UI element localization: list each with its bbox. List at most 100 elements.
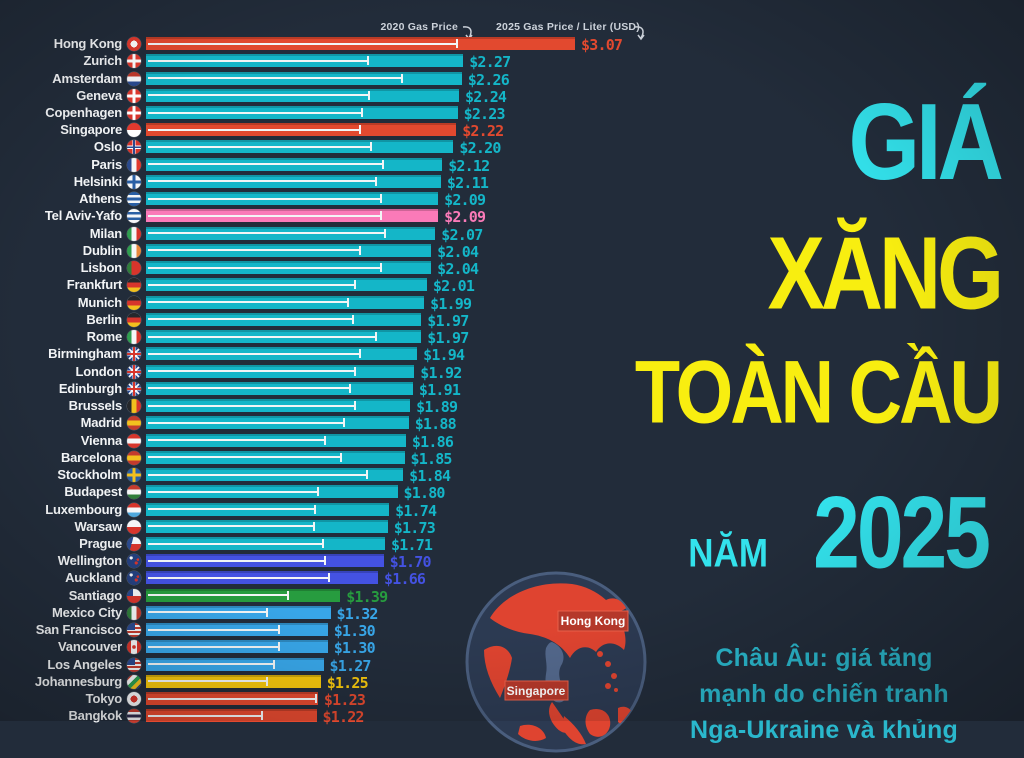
price-marker-2020: [148, 470, 368, 479]
city-label: Milan: [89, 225, 122, 241]
price-value: $1.70: [389, 553, 432, 572]
price-marker-tick: [260, 711, 263, 721]
chart-row: Prague $1.71: [0, 536, 1024, 554]
price-bar-2025: [146, 485, 398, 499]
flag-icon: [127, 347, 141, 362]
price-bar-2025: [146, 433, 406, 447]
price-bar-2025: [146, 106, 458, 119]
flag-icon: [127, 709, 141, 724]
chart-row: Barcelona $1.85: [0, 450, 1024, 468]
bar-chart: Hong Kong $3.07 Zurich $2.27 Amsterdam $…: [0, 36, 1024, 726]
price-value: $1.23: [323, 691, 366, 710]
price-value: $2.20: [459, 139, 501, 158]
note-paragraph: Châu Âu: giá tăng mạnh do chiến tranh Ng…: [642, 640, 1006, 748]
city-label: Auckland: [65, 570, 122, 586]
price-marker-2020: [148, 39, 459, 48]
chart-row: Mexico City $1.32: [0, 604, 1024, 623]
price-marker-2020: [148, 159, 385, 169]
city-label: Athens: [79, 191, 122, 207]
chart-row: Frankfurt $2.01: [0, 277, 1024, 296]
price-bar-2025: [146, 209, 439, 223]
chart-row: Tel Aviv-Yafo $2.09: [0, 208, 1024, 226]
price-bar-2025: [146, 347, 418, 361]
city-label: Tel Aviv-Yafo: [44, 208, 122, 224]
city-label: Wellington: [57, 553, 122, 569]
price-value: $1.88: [414, 415, 457, 434]
flag-icon: [127, 674, 141, 689]
chart-row: Stockholm $1.84: [0, 467, 1024, 485]
flag-icon: [127, 657, 141, 672]
price-value: $1.73: [393, 518, 436, 537]
flag-icon: [127, 364, 141, 379]
price-marker-tick: [277, 625, 280, 635]
flag-icon: [127, 261, 141, 276]
price-bar-2025: [146, 537, 385, 550]
price-marker-2020: [148, 176, 378, 186]
price-marker-2020: [148, 711, 263, 721]
price-marker-tick: [354, 280, 357, 290]
flag-icon: [127, 140, 141, 155]
price-bar-2025: [146, 571, 378, 585]
price-marker-2020: [148, 452, 343, 462]
flag-icon: [127, 123, 141, 138]
price-marker-tick: [379, 263, 382, 273]
price-marker-tick: [316, 487, 319, 497]
price-bar-2025: [146, 295, 425, 309]
price-value: $1.80: [403, 484, 446, 503]
price-bar-2025: [146, 123, 457, 137]
city-label: Warsaw: [74, 518, 123, 534]
city-label: Paris: [91, 156, 122, 172]
city-label: Zurich: [83, 53, 122, 69]
price-bar-2025: [146, 54, 464, 68]
price-bar-2025: [146, 243, 432, 257]
price-marker-tick: [313, 504, 316, 514]
price-marker-2020: [148, 56, 369, 66]
price-bar-2025: [146, 88, 459, 102]
price-marker-tick: [400, 73, 403, 83]
price-marker-tick: [351, 314, 354, 324]
price-marker-2020: [148, 676, 269, 686]
price-value: $1.22: [322, 708, 365, 727]
chart-row: Edinburgh $1.91: [0, 381, 1024, 399]
price-value: $2.01: [432, 277, 475, 296]
title-line-nam: NĂM: [688, 530, 768, 576]
price-bar-2025: [146, 140, 454, 154]
price-value: $2.07: [441, 225, 483, 244]
price-bar-2025: [146, 157, 443, 171]
price-value: $2.09: [444, 191, 486, 210]
title-line-2025: 2025: [813, 474, 991, 590]
price-marker-tick: [369, 142, 372, 152]
price-value: $1.84: [409, 467, 451, 485]
city-label: Budapest: [64, 484, 122, 500]
chart-row: Los Angeles $1.27: [0, 657, 1024, 675]
chart-row: Birmingham $1.94: [0, 346, 1024, 364]
price-value: $2.24: [465, 87, 507, 106]
chart-row: Hong Kong $3.07: [0, 36, 1024, 54]
price-bar-2025: [146, 709, 317, 723]
price-marker-tick: [266, 607, 269, 617]
price-bar-2025: [146, 364, 415, 378]
price-marker-2020: [148, 142, 372, 152]
price-marker-2020: [148, 73, 403, 83]
flag-icon: [127, 571, 141, 586]
price-marker-tick: [266, 676, 269, 686]
legend-2025-arrow-icon: [634, 26, 645, 41]
price-value: $1.32: [336, 604, 379, 623]
price-marker-tick: [273, 659, 276, 669]
price-bar-2025: [146, 278, 427, 292]
price-marker-2020: [148, 625, 280, 635]
price-marker-tick: [379, 211, 382, 221]
flag-icon: [127, 295, 141, 310]
chart-row: Dublin $2.04: [0, 243, 1024, 261]
city-label: Tokyo: [85, 691, 123, 707]
legend-2020-label: 2020 Gas Price: [380, 21, 458, 33]
chart-row: Munich $1.99: [0, 295, 1024, 313]
price-marker-tick: [382, 159, 385, 169]
price-bar-2025: [146, 468, 404, 481]
flag-icon: [127, 381, 141, 396]
price-value: $1.30: [333, 639, 376, 658]
chart-row: London $1.92: [0, 364, 1024, 382]
chart-row: Berlin $1.97: [0, 312, 1024, 330]
price-marker-2020: [148, 211, 382, 221]
price-value: $2.12: [448, 156, 490, 175]
